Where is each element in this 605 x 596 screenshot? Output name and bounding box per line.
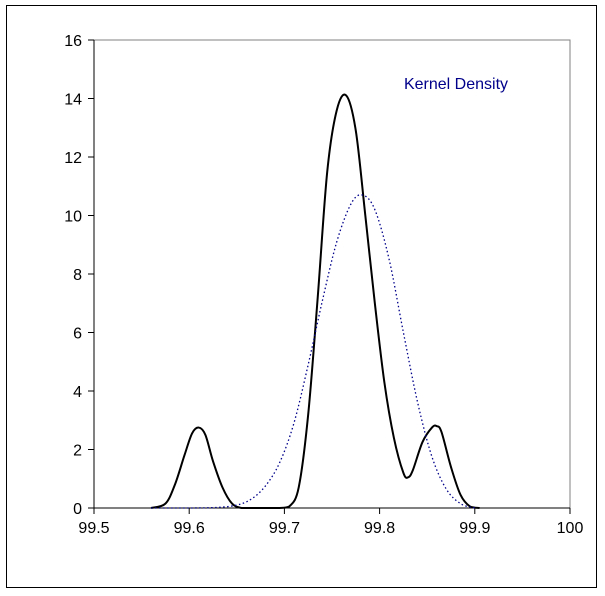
y-tick-label: 4 (73, 384, 82, 401)
y-tick-label: 10 (64, 209, 82, 226)
y-tick-label: 16 (64, 33, 82, 50)
chart-frame (6, 5, 597, 588)
y-tick-label: 8 (73, 267, 82, 284)
x-tick-label: 99.9 (459, 520, 490, 537)
y-tick-label: 12 (64, 150, 82, 167)
plot-border (93, 39, 571, 509)
density-curve-solid (150, 93, 480, 509)
x-tick-label: 99.5 (78, 520, 109, 537)
y-tick-label: 6 (73, 326, 82, 343)
x-tick-label: 100 (557, 520, 584, 537)
density-curve-dotted (151, 194, 475, 509)
x-axis: 99.5 99.6 99.7 99.8 99.9 100 (78, 507, 584, 537)
legend-label-kernel-density: Kernel Density (404, 76, 508, 93)
x-tick-label: 99.7 (269, 520, 300, 537)
y-tick-label: 0 (73, 501, 82, 518)
series-layer (150, 93, 480, 509)
y-tick-label: 14 (64, 92, 82, 109)
plot-area (93, 39, 571, 509)
x-tick-label: 99.6 (174, 520, 205, 537)
y-axis: 0 2 4 6 8 10 12 14 16 (64, 33, 95, 518)
x-tick-label: 99.8 (364, 520, 395, 537)
y-tick-label: 2 (73, 443, 82, 460)
